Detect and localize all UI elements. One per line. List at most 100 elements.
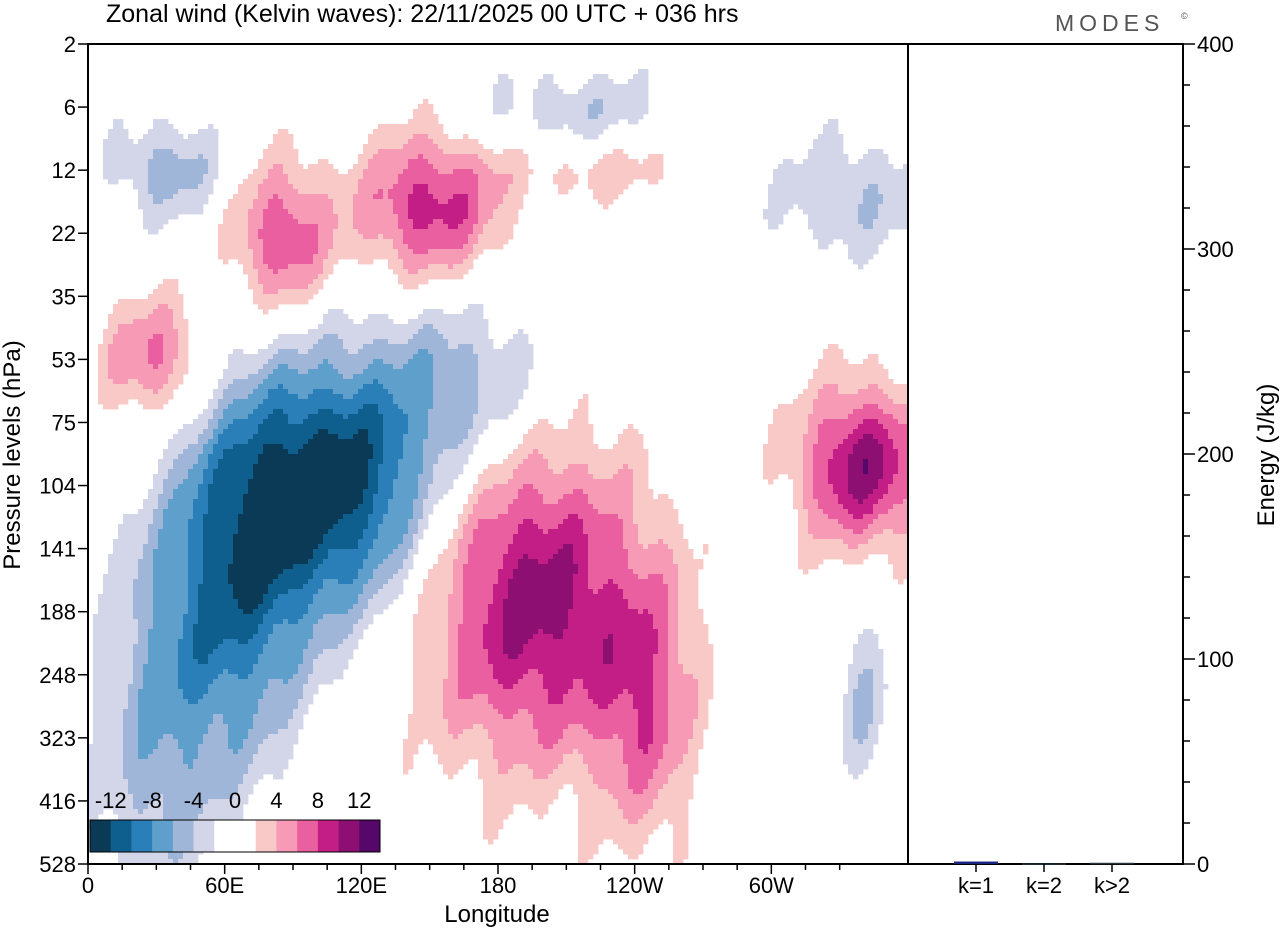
field-cell xyxy=(853,394,859,400)
field-cell xyxy=(398,179,404,185)
field-cell xyxy=(468,339,474,345)
field-cell xyxy=(343,409,349,415)
field-cell xyxy=(903,439,908,445)
field-cell xyxy=(423,359,429,365)
field-cell xyxy=(613,194,619,200)
field-cell xyxy=(348,404,354,410)
field-cell xyxy=(358,184,364,190)
field-cell xyxy=(153,194,159,200)
field-cell xyxy=(453,214,459,220)
field-cell xyxy=(373,184,379,190)
field-cell xyxy=(588,114,594,120)
field-cell xyxy=(808,184,814,190)
field-cell xyxy=(393,219,399,225)
field-cell xyxy=(418,384,424,390)
field-cell xyxy=(508,204,514,210)
field-cell xyxy=(638,84,644,90)
field-cell xyxy=(413,194,419,200)
field-cell xyxy=(113,344,119,350)
field-cell xyxy=(298,224,304,230)
field-cell xyxy=(773,214,779,220)
field-cell xyxy=(418,314,424,320)
field-cell xyxy=(138,204,144,210)
field-cell xyxy=(238,399,244,405)
field-cell xyxy=(283,384,289,390)
field-cell xyxy=(158,379,164,385)
field-cell xyxy=(138,154,144,160)
field-cell xyxy=(163,309,169,315)
field-cell xyxy=(508,219,514,225)
field-cell xyxy=(153,209,159,215)
field-cell xyxy=(843,384,849,390)
field-cell xyxy=(608,184,614,190)
field-cell xyxy=(158,369,164,375)
field-cell xyxy=(368,379,374,385)
field-cell xyxy=(618,169,624,175)
field-cell xyxy=(428,374,434,380)
field-cell xyxy=(878,164,884,170)
field-cell xyxy=(878,414,884,420)
field-cell xyxy=(893,189,899,195)
field-cell xyxy=(168,149,174,155)
field-cell xyxy=(123,299,129,305)
field-cell xyxy=(353,384,359,390)
field-cell xyxy=(318,329,324,335)
field-cell xyxy=(628,104,634,110)
field-cell xyxy=(403,194,409,200)
field-cell xyxy=(523,359,529,365)
field-cell xyxy=(373,189,379,195)
field-cell xyxy=(223,234,229,240)
field-cell xyxy=(328,249,334,255)
field-cell xyxy=(773,429,779,435)
field-cell xyxy=(383,329,389,335)
field-cell xyxy=(793,419,799,425)
field-cell xyxy=(188,439,194,445)
field-cell xyxy=(388,219,394,225)
field-cell xyxy=(503,214,509,220)
field-cell xyxy=(208,169,214,175)
field-cell xyxy=(443,439,449,445)
field-cell xyxy=(248,384,254,390)
field-cell xyxy=(593,169,599,175)
field-cell xyxy=(238,369,244,375)
field-cell xyxy=(228,434,234,440)
field-cell xyxy=(858,259,864,265)
field-cell xyxy=(553,94,559,100)
field-cell xyxy=(508,99,514,105)
field-cell xyxy=(223,239,229,245)
field-cell xyxy=(853,189,859,195)
field-cell xyxy=(843,424,849,430)
field-cell xyxy=(288,379,294,385)
field-cell xyxy=(373,174,379,180)
field-cell xyxy=(228,234,234,240)
field-cell xyxy=(188,164,194,170)
field-cell xyxy=(423,409,429,415)
field-cell xyxy=(463,259,469,265)
field-cell xyxy=(448,144,454,150)
field-cell xyxy=(283,389,289,395)
field-cell xyxy=(488,414,494,420)
field-cell xyxy=(428,114,434,120)
field-cell xyxy=(338,374,344,380)
field-cell xyxy=(178,309,184,315)
field-cell xyxy=(408,329,414,335)
field-cell xyxy=(433,154,439,160)
field-cell xyxy=(863,359,869,365)
field-cell xyxy=(873,239,879,245)
field-cell xyxy=(293,419,299,425)
field-cell xyxy=(143,344,149,350)
field-cell xyxy=(598,94,604,100)
field-cell xyxy=(848,214,854,220)
field-cell xyxy=(463,429,469,435)
field-cell xyxy=(348,214,354,220)
field-cell xyxy=(123,174,129,180)
field-cell xyxy=(393,139,399,145)
field-cell xyxy=(178,299,184,305)
field-cell xyxy=(383,389,389,395)
field-cell xyxy=(183,429,189,435)
field-cell xyxy=(238,219,244,225)
field-cell xyxy=(403,234,409,240)
field-cell xyxy=(903,434,908,440)
field-cell xyxy=(863,214,869,220)
field-cell xyxy=(803,174,809,180)
